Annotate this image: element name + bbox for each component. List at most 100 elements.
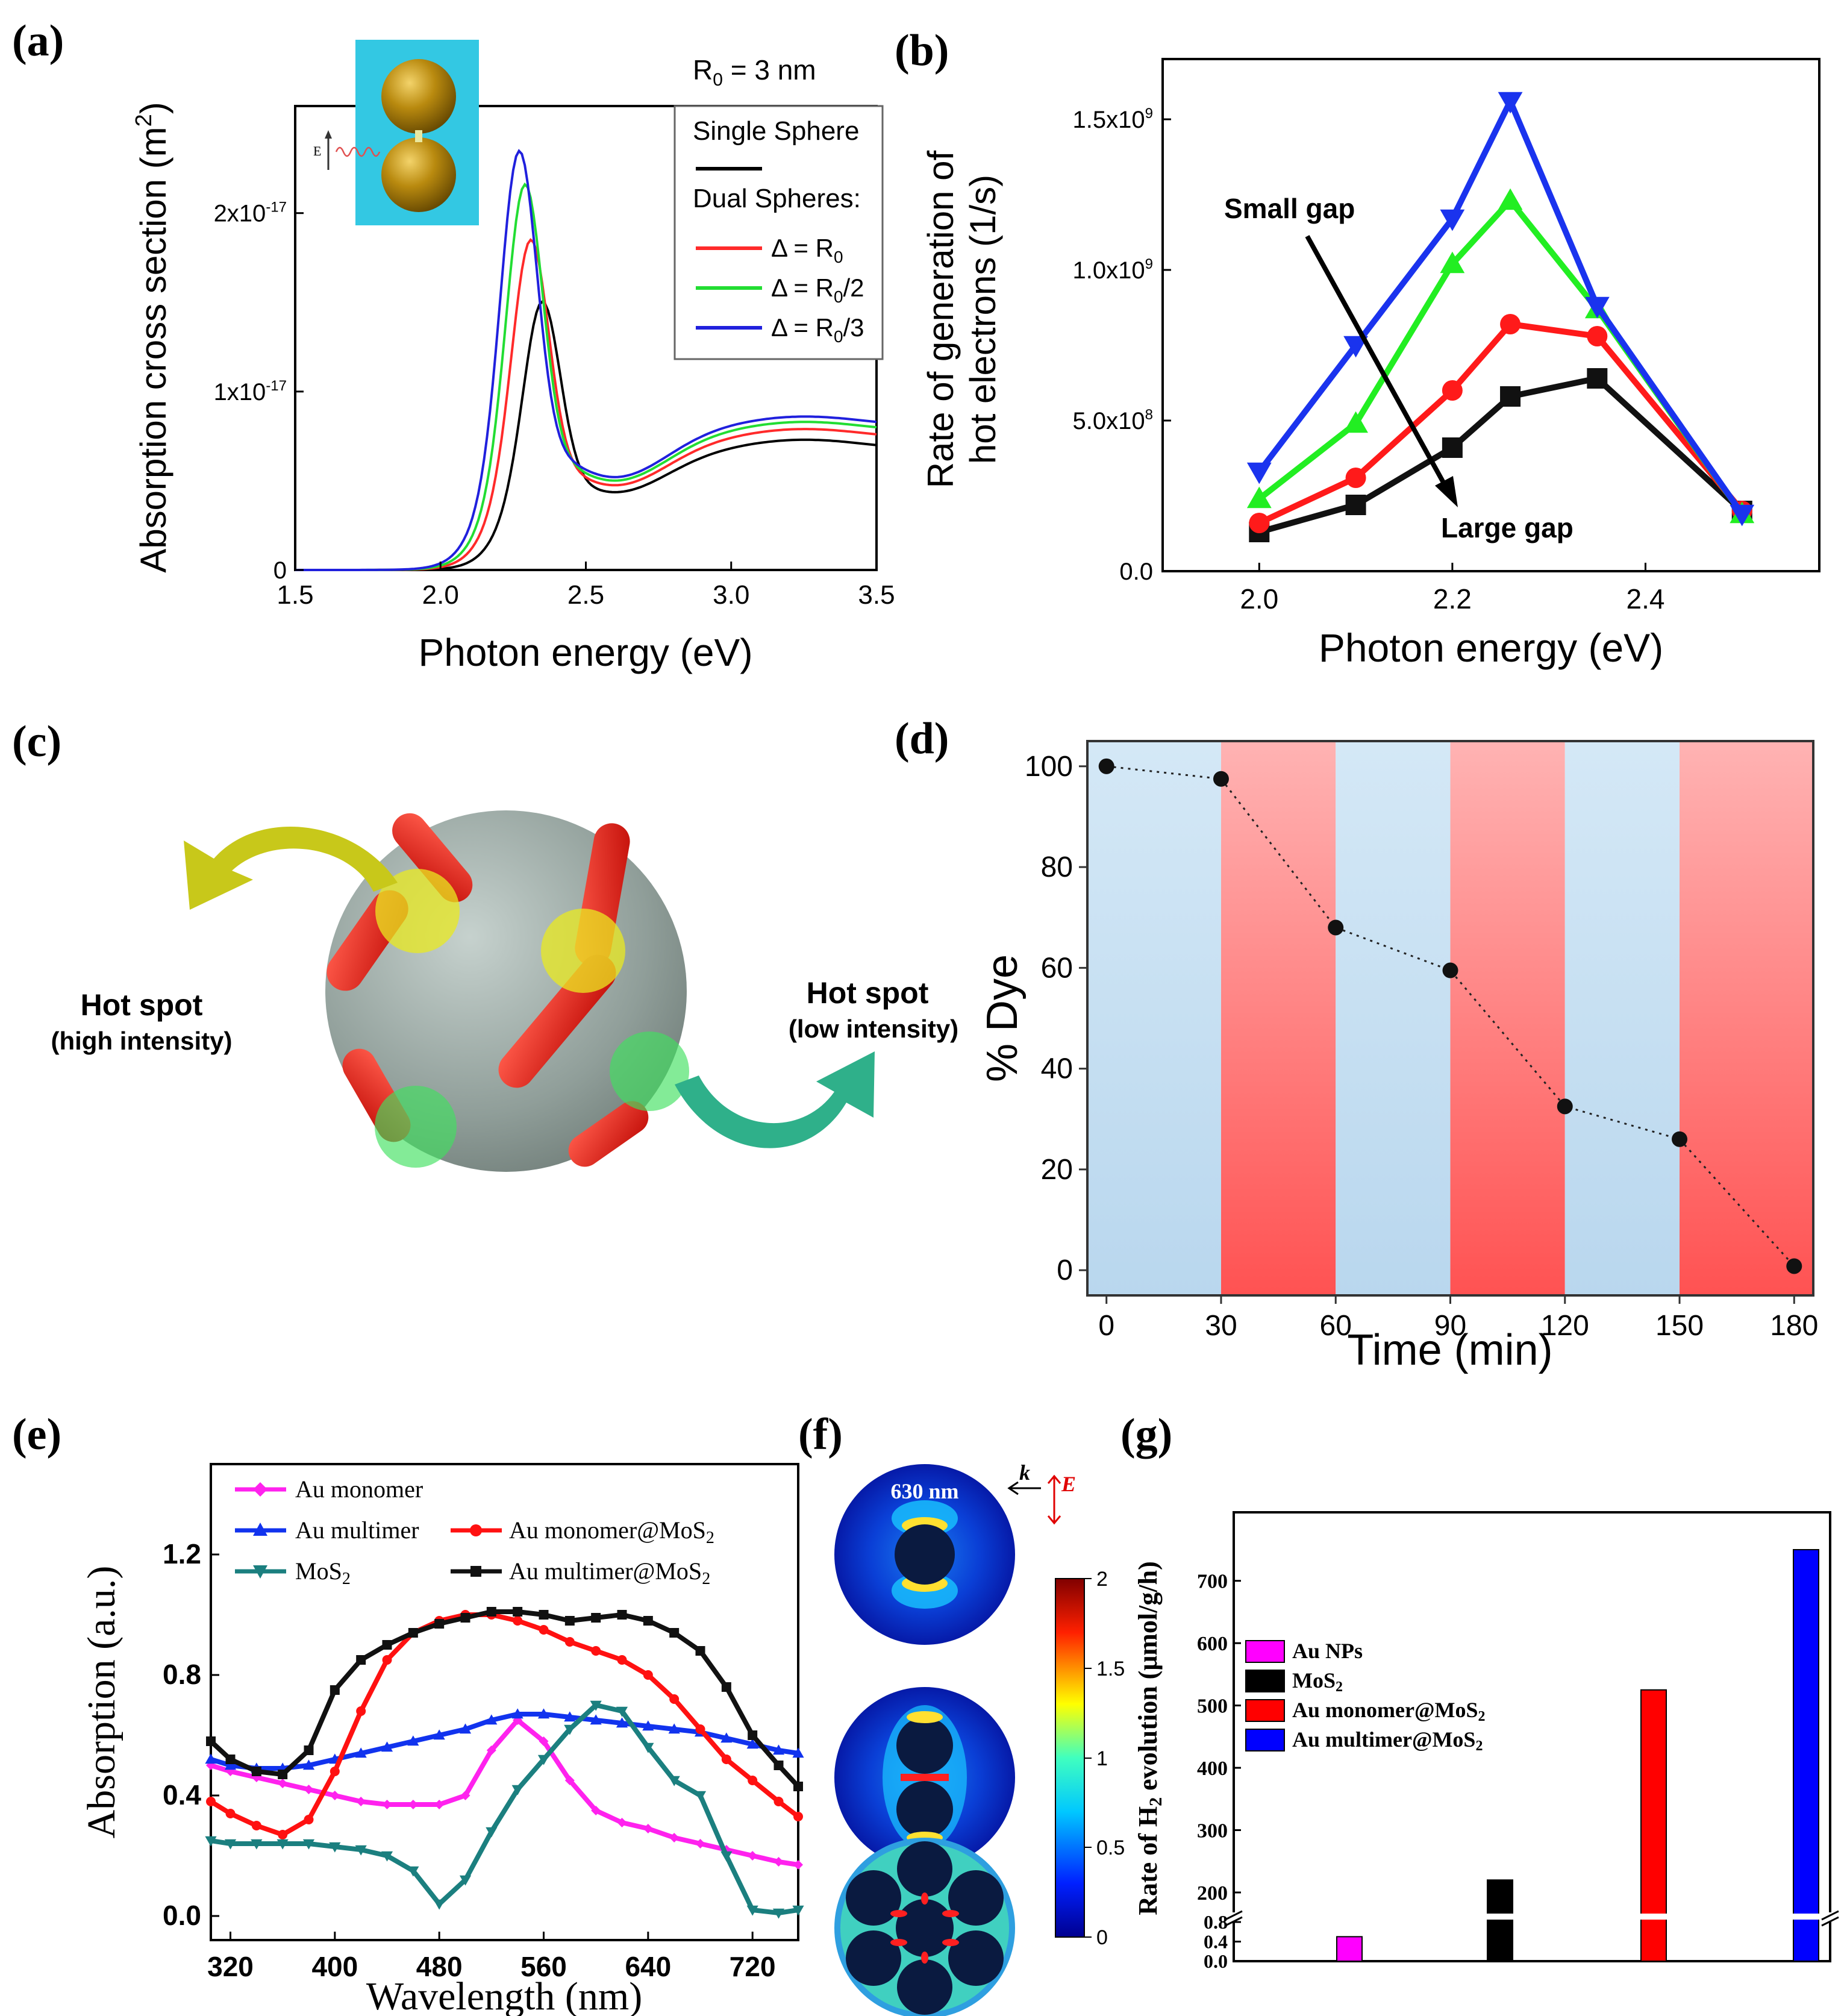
point-blue xyxy=(1498,92,1523,114)
panel-g-label: (g) xyxy=(1120,1410,1172,1459)
panel-e-series xyxy=(205,1607,804,1919)
point-3 xyxy=(564,1724,576,1735)
point-4 xyxy=(304,1745,314,1755)
point-0 xyxy=(434,1800,445,1809)
colorbar: 2 1.5 1 0.5 0 xyxy=(1055,1568,1125,1949)
y-tick-label: 0.4 xyxy=(1204,1931,1228,1953)
dye-point xyxy=(1213,771,1229,787)
panel-b-ylabel-line2: hot electrons (1/s) xyxy=(963,175,1003,464)
point-0 xyxy=(460,1791,470,1800)
teal-arrow xyxy=(675,1051,875,1148)
point-4 xyxy=(513,1607,523,1617)
svg-text:0.5: 0.5 xyxy=(1096,1836,1125,1859)
panel-c: (c) Hot spot (high intensity) Hot spot (… xyxy=(12,717,958,1172)
panel-b-plot-frame xyxy=(1161,58,1820,572)
y-tick-label: 2x10-17 xyxy=(214,199,287,227)
panel-a: (a) 1.5 2.0 2.5 3.0 3.5 0 1x10-17 2x10-17 Photo… xyxy=(12,16,895,674)
point-4 xyxy=(748,1730,758,1740)
point-2 xyxy=(206,1797,216,1806)
point-red xyxy=(1587,326,1608,346)
point-0 xyxy=(617,1818,627,1827)
point-blue xyxy=(1584,296,1610,319)
point-4 xyxy=(486,1607,496,1617)
legend-au-nps: Au NPs xyxy=(1292,1639,1363,1663)
point-1 xyxy=(792,1747,804,1758)
point-blue xyxy=(1440,209,1465,231)
point-2 xyxy=(591,1646,601,1656)
x-tick-label: 2.2 xyxy=(1433,583,1472,615)
point-4 xyxy=(539,1610,549,1620)
y-tick-label: 20 xyxy=(1041,1154,1073,1186)
series-line-green xyxy=(1257,196,1745,516)
point-2 xyxy=(251,1821,261,1830)
panel-b-xlabel: Photon energy (eV) xyxy=(1319,625,1663,670)
y-tick-label: 0.0 xyxy=(1204,1950,1228,1972)
point-1 xyxy=(205,1753,217,1764)
legend-au-monomer-mos2: Au monomer@MoS2 xyxy=(1292,1698,1485,1724)
hot-spot-low-sub: (low intensity) xyxy=(789,1015,958,1043)
hot-spot-low-title: Hot spot xyxy=(807,976,929,1010)
point-3 xyxy=(772,1908,785,1919)
point-3 xyxy=(668,1776,680,1786)
legend-au-multimer-mos2: Au multimer@MoS2 xyxy=(1292,1727,1483,1754)
y-tick-label: 5.0x108 xyxy=(1073,407,1153,434)
svg-text:Au multimer: Au multimer xyxy=(295,1517,419,1544)
band-blue xyxy=(1564,741,1680,1295)
annotation-large-gap: Large gap xyxy=(1441,512,1574,543)
point-3 xyxy=(459,1875,472,1886)
x-tick-label: 120 xyxy=(1541,1310,1589,1342)
point-0 xyxy=(564,1776,575,1785)
point-0 xyxy=(486,1745,496,1755)
x-tick-label: 150 xyxy=(1655,1310,1704,1342)
y-tick-label: 1x10-17 xyxy=(214,378,287,405)
y-tick-label: 200 xyxy=(1197,1882,1228,1905)
x-tick-label: 640 xyxy=(625,1951,671,1982)
point-red xyxy=(1345,468,1366,488)
point-1 xyxy=(511,1708,523,1719)
svg-text:0: 0 xyxy=(1096,1926,1108,1949)
hot-spot-high-title: Hot spot xyxy=(81,988,203,1022)
point-4 xyxy=(617,1610,627,1620)
point-1 xyxy=(772,1744,785,1755)
svg-text:E: E xyxy=(313,143,321,158)
point-2 xyxy=(721,1755,731,1764)
point-0 xyxy=(669,1833,680,1842)
point-2 xyxy=(304,1815,314,1824)
point-3 xyxy=(792,1905,804,1916)
x-tick-label: 320 xyxy=(207,1951,254,1982)
annotation-small-gap: Small gap xyxy=(1224,193,1355,224)
point-2 xyxy=(278,1830,288,1839)
panel-a-legend: R0 = 3 nm Single Sphere Dual Spheres: Δ … xyxy=(673,54,884,360)
point-0 xyxy=(748,1851,758,1861)
panel-d-label: (d) xyxy=(895,714,949,763)
point-2 xyxy=(513,1616,523,1626)
y-tick-label: 300 xyxy=(1197,1820,1228,1842)
point-1 xyxy=(720,1732,733,1743)
bar-break-2 xyxy=(1640,1914,1667,1920)
point-2 xyxy=(748,1776,758,1785)
point-0 xyxy=(356,1797,366,1806)
point-3 xyxy=(277,1839,289,1850)
yellow-arrow xyxy=(184,826,398,910)
point-2 xyxy=(564,1637,575,1647)
point-1 xyxy=(746,1738,758,1749)
panel-d-xlabel: Time (min) xyxy=(1347,1326,1552,1374)
y-tick-label: 0.4 xyxy=(163,1779,201,1811)
x-tick-label: 90 xyxy=(1434,1310,1466,1342)
legend-delta-r0: Δ = R0 xyxy=(771,234,843,266)
panel-a-ylabel: Absorption cross section (m2) xyxy=(131,102,173,572)
point-green xyxy=(1246,486,1272,509)
point-4 xyxy=(408,1628,418,1638)
point-2 xyxy=(356,1706,366,1716)
panel-e-ticks: 320 400 480 560 640 720 0.0 0.4 0.8 1.2 xyxy=(163,1538,775,1982)
point-4 xyxy=(225,1755,236,1764)
point-4 xyxy=(793,1782,803,1791)
point-1 xyxy=(355,1747,367,1758)
panel-b-series xyxy=(1246,92,1755,542)
x-tick-label: 720 xyxy=(730,1951,776,1982)
panel-e-ylabel: Absorption (a.u.) xyxy=(80,1566,123,1839)
panel-e-xlabel: Wavelength (nm) xyxy=(366,1974,642,2016)
dye-point xyxy=(1672,1131,1688,1147)
point-2 xyxy=(695,1724,705,1734)
point-1 xyxy=(224,1759,237,1770)
